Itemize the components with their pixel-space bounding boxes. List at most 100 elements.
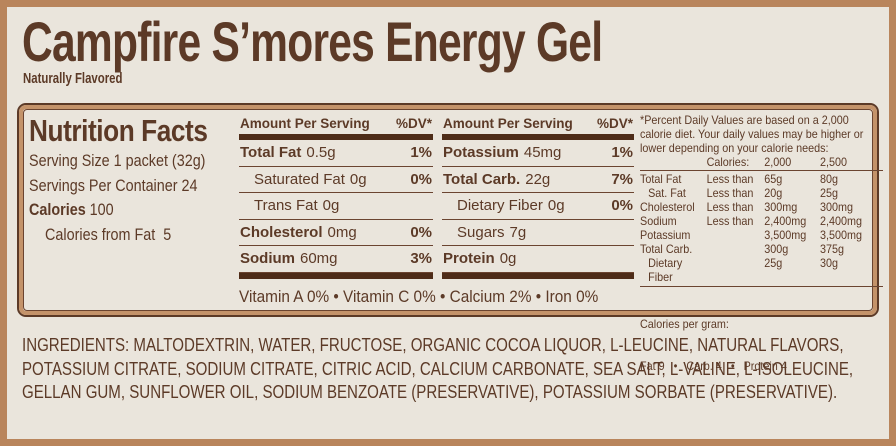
dv-table: Total Fat Less than 65g 80g Sat. Fat Less th… (640, 171, 883, 287)
dv-row-qualifier (707, 228, 765, 242)
nutrient-row-potassium: Potassium 45mg 1% (442, 140, 634, 167)
daily-values-footnote: *Percent Daily Values are based on a 2,0… (640, 113, 883, 401)
dv-row-v2: 300mg (820, 200, 854, 214)
nutrient-label: Dietary Fiber (457, 197, 543, 215)
dv-row-label: Cholesterol (640, 200, 695, 214)
dv-header-label: %DV* (395, 116, 432, 131)
dv-row-label: Sat. Fat (648, 186, 686, 200)
dv-row-qualifier: Less than (706, 200, 754, 214)
dv-row-v1: 300mg (764, 200, 798, 214)
dv-row-label: Total Fat (640, 172, 682, 186)
calories-value: 100 (85, 200, 114, 219)
servings-per-container: Servings Per Container 24 (29, 175, 198, 195)
thick-divider (239, 272, 433, 279)
dv-row-qualifier: Less than (706, 214, 754, 228)
serving-info-column: Nutrition Facts Serving Size 1 packet (3… (29, 112, 237, 247)
amount-per-serving-header: Amount Per Serving %DV* (442, 112, 634, 134)
nutrient-label: Sugars (457, 223, 505, 241)
nutrient-amount: 45mg (523, 144, 562, 162)
nutrient-dv: 0% (410, 170, 432, 188)
nutrient-dv: 7% (611, 170, 633, 188)
thick-divider (442, 272, 634, 279)
amount-per-serving-label: Amount Per Serving (240, 116, 370, 131)
panel-border-band: Nutrition Facts Serving Size 1 packet (3… (19, 105, 883, 373)
nutrient-label: Trans Fat (254, 197, 318, 215)
nutrient-label: Total Carb. (443, 170, 521, 188)
nutrient-row-sodium: Sodium 60mg 3% (239, 246, 433, 273)
thick-divider (239, 134, 433, 140)
nutrient-row-protein: Protein 0g (442, 246, 634, 273)
calories-per-gram: Calories per gram: Fat 9 • Carb. 4 • Pro… (640, 289, 883, 401)
dv-row-qualifier: Less than (706, 172, 754, 186)
nutrient-column-2: Amount Per Serving %DV* Potassium 45mg 1%… (442, 112, 634, 279)
nutrient-label: Sodium (240, 250, 295, 268)
nutrient-dv: 1% (611, 144, 633, 162)
nutrient-amount: 0g (349, 170, 367, 188)
nutrient-row-saturated-fat: Saturated Fat 0g 0% (239, 167, 433, 193)
panel-content: Nutrition Facts Serving Size 1 packet (3… (23, 109, 883, 373)
nutrient-row-cholesterol: Cholesterol 0mg 0% (239, 220, 433, 246)
nutrient-label: Cholesterol (240, 223, 323, 241)
calories-per-gram-label: Calories per gram: (640, 317, 729, 331)
nutrient-amount: 0mg (327, 223, 357, 241)
dv-row-qualifier (707, 256, 765, 284)
product-title: Campfire S’mores Energy Gel (22, 10, 603, 73)
dv-row-qualifier (707, 242, 765, 256)
nutrient-amount: 22g (525, 170, 551, 188)
dv-col-2500: 2,500 (820, 155, 848, 169)
dv-row-label: Potassium (640, 228, 691, 242)
nutrient-row-trans-fat: Trans Fat 0g (239, 193, 433, 220)
nutrient-dv: 1% (410, 144, 432, 162)
dv-row-qualifier: Less than (706, 186, 754, 200)
nutrient-dv: 3% (410, 250, 432, 268)
ingredients-text: INGREDIENTS: MALTODEXTRIN, WATER, FRUCTO… (22, 334, 854, 402)
nutrient-amount: 7g (509, 223, 527, 241)
nutrient-amount: 0g (547, 197, 565, 215)
nutrient-column-1: Amount Per Serving %DV* Total Fat 0.5g 1%… (239, 112, 433, 279)
nutrient-dv: 0% (410, 223, 432, 241)
dv-row-v2: 80g (820, 172, 839, 186)
dv-calories-label: Calories: (706, 155, 750, 169)
nutrient-label: Potassium (443, 144, 519, 162)
nutrient-row-total-fat: Total Fat 0.5g 1% (239, 140, 433, 167)
calories-label: Calories (29, 200, 86, 219)
calories-from-fat: Calories from Fat 5 (45, 224, 172, 244)
nutrient-label: Total Fat (240, 144, 302, 162)
nutrition-facts-panel: Nutrition Facts Serving Size 1 packet (3… (17, 103, 883, 373)
calories-per-gram-values: Fat 9 • Carb. 4 • Protein 4 (640, 359, 787, 373)
nutrient-amount: 0.5g (306, 144, 336, 162)
amount-per-serving-header: Amount Per Serving %DV* (239, 112, 433, 134)
nutrient-label: Saturated Fat (254, 170, 345, 188)
dv-header-label: %DV* (596, 116, 633, 131)
dv-row-v2: 375g (820, 242, 845, 256)
dv-row-v2: 30g (820, 256, 839, 270)
calories-line: Calories 100 (29, 198, 237, 223)
nutrition-facts-title: Nutrition Facts (29, 113, 208, 148)
nutrient-row-sugars: Sugars 7g (442, 220, 634, 246)
dv-row-v1: 20g (764, 186, 783, 200)
amount-per-serving-label: Amount Per Serving (443, 116, 573, 131)
dv-row-v1: 300g (764, 242, 789, 256)
nutrient-label: Protein (443, 250, 495, 268)
dv-footnote-text: *Percent Daily Values are based on a 2,0… (640, 113, 864, 155)
dv-row-v1: 2,400mg (764, 214, 807, 228)
nutrient-dv: 0% (611, 197, 633, 215)
nutrient-amount: 0g (322, 197, 340, 215)
dv-row-label: Total Carb. (640, 242, 693, 256)
nutrient-row-dietary-fiber: Dietary Fiber 0g 0% (442, 193, 634, 220)
dv-row-label: Sodium (640, 214, 677, 228)
vitamins-line: Vitamin A 0% • Vitamin C 0% • Calcium 2%… (239, 288, 599, 306)
nutrient-amount: 60mg (300, 250, 338, 268)
thick-divider (442, 134, 634, 140)
dv-row-v1: 65g (764, 172, 783, 186)
nutrient-amount: 0g (499, 250, 517, 268)
nutrient-row-total-carb: Total Carb. 22g 7% (442, 167, 634, 193)
header: Campfire S’mores Energy Gel Naturally Fl… (7, 7, 889, 88)
dv-col-2000: 2,000 (764, 155, 792, 169)
dv-row-v1: 25g (764, 256, 783, 270)
dv-row-label: Dietary Fiber (648, 256, 683, 284)
dv-row-v1: 3,500mg (764, 228, 807, 242)
product-subtitle: Naturally Flavored (23, 70, 123, 88)
